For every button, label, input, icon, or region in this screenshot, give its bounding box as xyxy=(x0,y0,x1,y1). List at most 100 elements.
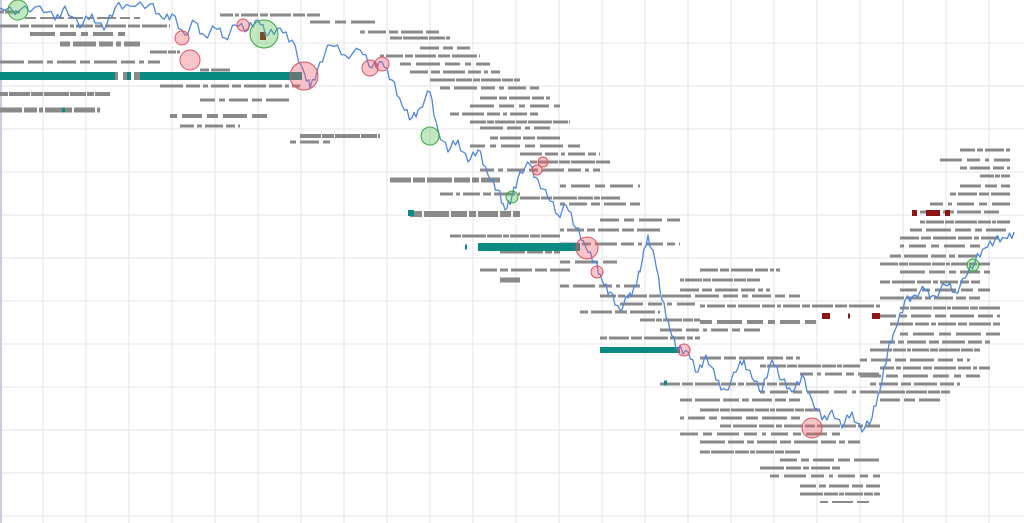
depth-bar xyxy=(73,41,96,47)
depth-bar xyxy=(985,148,1004,152)
depth-bar xyxy=(723,398,739,402)
depth-bar xyxy=(600,218,619,222)
depth-bar xyxy=(541,196,552,200)
depth-bar xyxy=(957,382,960,386)
depth-bar xyxy=(940,280,958,284)
depth-bar xyxy=(266,98,289,102)
depth-bar xyxy=(775,294,785,298)
depth-bar xyxy=(703,278,711,282)
depth-bar xyxy=(935,288,956,292)
depth-bar xyxy=(510,234,529,238)
depth-bar xyxy=(825,372,842,376)
depth-bar xyxy=(529,168,538,172)
depth-bar xyxy=(323,140,330,144)
depth-bar xyxy=(961,288,973,292)
depth-bar xyxy=(203,84,208,88)
depth-bar xyxy=(47,60,53,64)
depth-bar xyxy=(752,398,772,402)
depth-bar xyxy=(776,424,782,428)
depth-bar xyxy=(604,202,626,206)
depth-bar xyxy=(219,98,225,102)
depth-bar xyxy=(457,46,470,50)
depth-bar xyxy=(116,41,121,47)
depth-bar xyxy=(503,112,507,116)
depth-bar xyxy=(805,424,815,428)
depth-bar xyxy=(545,250,552,254)
depth-bar xyxy=(752,294,771,298)
depth-bar xyxy=(610,184,633,188)
depth-bar xyxy=(934,296,953,300)
buy-wall-bar xyxy=(140,72,302,80)
depth-bar xyxy=(508,86,526,90)
depth-bar xyxy=(525,126,530,130)
depth-bar xyxy=(389,30,398,34)
depth-bar xyxy=(992,220,996,224)
depth-bar xyxy=(720,408,730,412)
depth-bar xyxy=(786,466,801,470)
depth-bar xyxy=(958,236,972,240)
depth-bar xyxy=(784,474,806,478)
depth-bar xyxy=(87,92,94,96)
depth-bar xyxy=(917,280,931,284)
depth-bar xyxy=(755,268,768,272)
depth-bar xyxy=(60,32,76,36)
depth-bar xyxy=(361,134,377,138)
depth-bar xyxy=(682,382,693,386)
depth-bar xyxy=(813,458,834,462)
depth-bar xyxy=(779,382,800,386)
depth-bar xyxy=(64,107,72,113)
depth-bar xyxy=(630,310,655,314)
depth-bar xyxy=(624,218,634,222)
depth-bar xyxy=(443,70,465,74)
depth-bar xyxy=(938,358,953,362)
depth-bar xyxy=(534,126,550,130)
depth-bar xyxy=(768,320,775,324)
depth-bar xyxy=(767,364,786,368)
depth-bar xyxy=(880,340,895,344)
depth-bar xyxy=(500,268,508,272)
depth-bar xyxy=(820,501,828,503)
depth-bar xyxy=(656,318,662,322)
depth-bar xyxy=(805,408,820,412)
depth-bar xyxy=(819,484,826,488)
depth-bar xyxy=(440,86,450,90)
depth-bar xyxy=(967,158,980,162)
depth-bar xyxy=(700,320,712,324)
depth-bar xyxy=(935,314,946,318)
depth-bar xyxy=(519,104,525,108)
depth-bar xyxy=(789,398,800,402)
depth-bar xyxy=(977,148,983,152)
depth-bar xyxy=(978,314,993,318)
depth-bar xyxy=(270,13,291,17)
sell-trade-bubble xyxy=(236,18,250,32)
depth-bar xyxy=(662,294,680,298)
depth-bar xyxy=(956,296,966,300)
depth-bar xyxy=(121,60,135,64)
depth-bar xyxy=(907,348,911,352)
depth-bar xyxy=(454,177,470,183)
depth-bar xyxy=(746,416,758,420)
depth-bar xyxy=(775,398,786,402)
sell-wall-bar xyxy=(822,313,830,319)
depth-bar xyxy=(766,288,770,292)
depth-bar xyxy=(207,114,218,118)
depth-bar xyxy=(1001,184,1010,188)
depth-bar xyxy=(791,416,800,420)
depth-bar xyxy=(427,177,452,183)
depth-bar xyxy=(160,84,183,88)
depth-bar xyxy=(200,98,215,102)
depth-bar xyxy=(644,336,668,340)
depth-bar xyxy=(561,152,565,156)
depth-bar xyxy=(843,364,860,368)
depth-bar xyxy=(940,158,962,162)
depth-bar xyxy=(780,440,791,444)
depth-bar xyxy=(931,244,939,248)
depth-bar xyxy=(416,62,440,66)
order-wall-bars xyxy=(0,32,950,386)
depth-bar xyxy=(44,92,69,96)
depth-bar xyxy=(483,192,491,196)
depth-bar xyxy=(39,107,43,113)
depth-bar xyxy=(945,220,954,224)
depth-bar xyxy=(848,440,860,444)
depth-bar xyxy=(986,228,1006,232)
